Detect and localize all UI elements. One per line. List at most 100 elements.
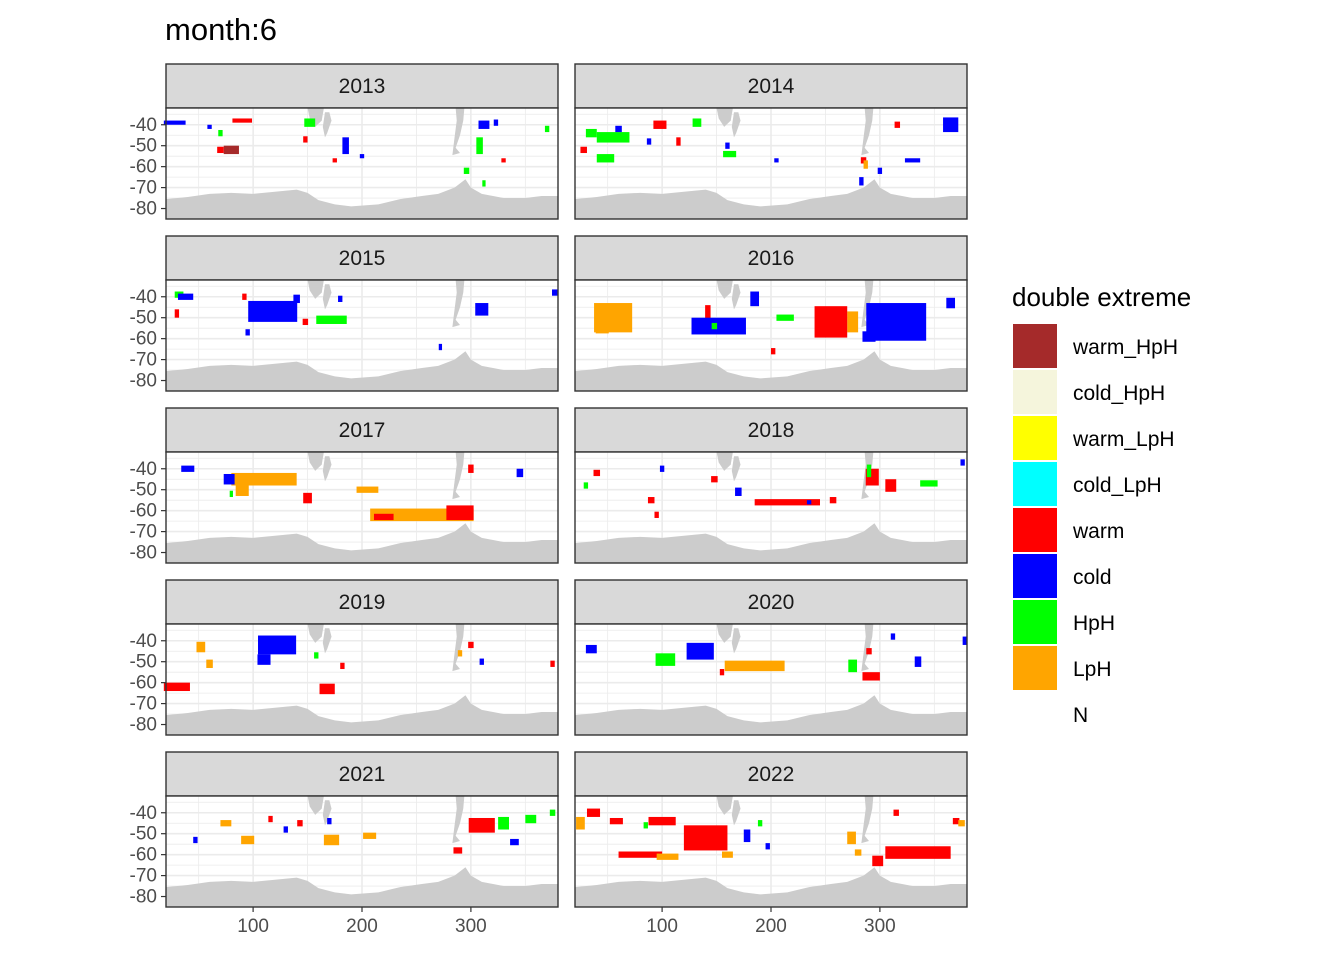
cell-warm bbox=[468, 464, 474, 473]
legend-key-warm_LpH bbox=[1013, 416, 1057, 460]
legend-label-warm: warm bbox=[1072, 520, 1124, 543]
antarctica-land bbox=[166, 867, 558, 907]
south-america-land bbox=[452, 280, 465, 328]
y-tick-label: -50 bbox=[130, 308, 157, 329]
cell-HpH bbox=[498, 816, 509, 830]
cell-cold bbox=[258, 635, 297, 655]
cell-cold bbox=[257, 654, 271, 665]
cell-warm bbox=[609, 817, 623, 825]
cell-cold bbox=[585, 644, 597, 654]
australia-land bbox=[307, 108, 324, 127]
cell-warm bbox=[829, 497, 837, 504]
legend-key-HpH bbox=[1013, 600, 1057, 644]
australia-land bbox=[307, 796, 324, 815]
new-zealand-land bbox=[731, 456, 741, 482]
facet-strip bbox=[165, 63, 559, 109]
y-tick-label: -60 bbox=[130, 673, 157, 694]
y-tick-label: -50 bbox=[130, 652, 157, 673]
cell-LpH bbox=[220, 820, 232, 827]
cell-warm bbox=[319, 683, 335, 695]
legend-key-warm bbox=[1013, 508, 1057, 552]
y-tick-label: -60 bbox=[130, 157, 157, 178]
south-america-land bbox=[861, 624, 874, 672]
y-tick-label: -50 bbox=[130, 824, 157, 845]
y-tick-label: -50 bbox=[130, 136, 157, 157]
cell-cold bbox=[223, 473, 235, 485]
facet-panel-2018: 2018 bbox=[574, 407, 968, 564]
facet-panel-2015: 2015 -40-50-60-70-80 bbox=[130, 235, 559, 392]
panel-border bbox=[165, 623, 559, 736]
facet-strip bbox=[165, 579, 559, 625]
facet-panels: 2013-40-50-60-70-8020142015-40-50-60-70-… bbox=[130, 63, 968, 937]
y-tick-label: -80 bbox=[130, 543, 157, 564]
facet-panel-2022: 2022 100 200 300 bbox=[574, 751, 968, 937]
legend-title: double extreme bbox=[1012, 282, 1191, 312]
cell-HpH bbox=[711, 322, 718, 330]
antarctica-land bbox=[575, 695, 967, 735]
facet-strip bbox=[165, 751, 559, 797]
cell-warm bbox=[894, 121, 901, 128]
legend-key-warm_HpH bbox=[1013, 324, 1057, 368]
facet-strip-label: 2016 bbox=[748, 247, 795, 270]
facet-strip-label: 2015 bbox=[339, 247, 386, 270]
y-tick-label: -70 bbox=[130, 350, 157, 371]
facet-strip-label: 2021 bbox=[339, 763, 386, 786]
facet-panel-2014: 2014 bbox=[574, 63, 968, 220]
cell-cold bbox=[163, 120, 186, 125]
cell-warm bbox=[303, 492, 312, 504]
cell-HpH bbox=[549, 809, 556, 816]
cell-cold bbox=[207, 124, 212, 129]
cell-warm bbox=[872, 855, 884, 867]
australia-land bbox=[307, 280, 324, 299]
cell-cold bbox=[177, 293, 194, 300]
cell-HpH bbox=[643, 822, 648, 829]
cell-HpH bbox=[596, 154, 615, 163]
australia-land bbox=[716, 452, 733, 471]
x-tick-label: 200 bbox=[346, 916, 378, 937]
cell-HpH bbox=[463, 167, 470, 174]
cell-HpH bbox=[316, 315, 347, 324]
australia-land bbox=[307, 624, 324, 643]
cell-warm bbox=[340, 662, 345, 670]
cell-warm bbox=[648, 816, 676, 826]
extreme-cells bbox=[594, 291, 956, 355]
cell-cold bbox=[774, 158, 779, 163]
panel-border bbox=[574, 279, 968, 392]
cell-LpH bbox=[206, 659, 213, 668]
south-america-land bbox=[452, 108, 465, 156]
cell-warm bbox=[174, 309, 180, 318]
cell-cold bbox=[493, 119, 499, 126]
y-tick-label: -60 bbox=[130, 329, 157, 350]
cell-cold bbox=[890, 633, 896, 640]
cell-warm bbox=[647, 497, 655, 504]
antarctica-land bbox=[166, 695, 558, 735]
cell-cold bbox=[342, 137, 349, 155]
panel-grid bbox=[166, 108, 558, 219]
cell-cold bbox=[743, 829, 751, 843]
cell-warm bbox=[586, 808, 601, 817]
new-zealand-land bbox=[731, 800, 741, 826]
cell-warm bbox=[468, 817, 495, 833]
facet-panel-2017: 2017 -40-50-60-70-80 bbox=[130, 407, 559, 564]
cell-cold bbox=[946, 297, 956, 309]
cell-HpH bbox=[692, 118, 702, 127]
cell-cold bbox=[283, 826, 288, 833]
facet-strip bbox=[574, 235, 968, 281]
cell-warm bbox=[580, 146, 587, 154]
extreme-cells bbox=[583, 459, 965, 518]
south-america-land bbox=[452, 796, 465, 844]
y-tick-label: -40 bbox=[130, 115, 157, 136]
panel-border bbox=[165, 279, 559, 392]
y-tick-label: -80 bbox=[130, 887, 157, 908]
cell-LpH bbox=[863, 160, 868, 169]
cell-HpH bbox=[583, 482, 589, 489]
cell-LpH bbox=[724, 660, 785, 672]
new-zealand-land bbox=[322, 800, 332, 826]
south-america-land bbox=[452, 452, 465, 500]
cell-LpH bbox=[356, 486, 379, 493]
cell-cold bbox=[646, 138, 652, 145]
cell-cold bbox=[750, 291, 760, 307]
extreme-cells bbox=[181, 464, 524, 522]
cell-warm bbox=[862, 672, 880, 681]
cell-warm bbox=[676, 137, 681, 146]
